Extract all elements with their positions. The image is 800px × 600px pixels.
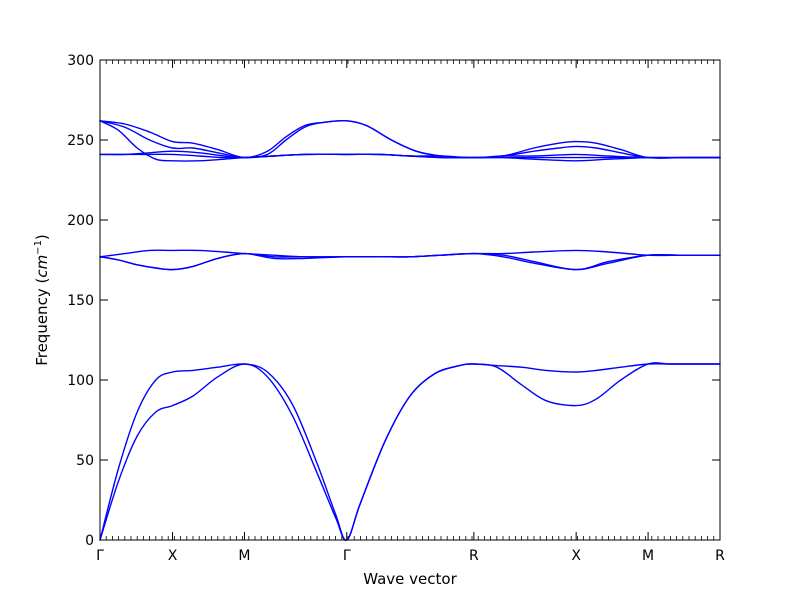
y-tick-label: 300 bbox=[67, 53, 94, 69]
band-lines bbox=[99, 119, 721, 541]
plot-background bbox=[100, 60, 720, 540]
y-tick-label: 100 bbox=[67, 373, 94, 389]
y-tick-label: 200 bbox=[67, 213, 94, 229]
x-tick-label: R bbox=[469, 548, 479, 564]
y-axis-title: Frequency (cm−1) bbox=[33, 234, 51, 366]
plot-frame bbox=[99, 59, 721, 541]
band-line-10 bbox=[99, 153, 721, 159]
x-tick-label: X bbox=[168, 548, 178, 564]
band-line-5 bbox=[99, 249, 721, 258]
x-tick-label: X bbox=[571, 548, 581, 564]
x-tick-label: M bbox=[642, 548, 654, 564]
x-tick-label: Γ bbox=[96, 548, 104, 564]
x-tick-label: M bbox=[238, 548, 250, 564]
y-tick-label: 50 bbox=[76, 453, 94, 469]
x-axis-title: Wave vector bbox=[363, 570, 457, 588]
y-tick-label: 0 bbox=[85, 533, 94, 549]
y-tick-labels: 0 50 100 150 200 250 300 bbox=[67, 53, 94, 549]
y-tick-label: 150 bbox=[67, 293, 94, 309]
band-line-2 bbox=[99, 363, 721, 541]
y-tick-label: 250 bbox=[67, 133, 94, 149]
x-tick-label: R bbox=[715, 548, 725, 564]
band-line-8 bbox=[99, 119, 721, 159]
x-tick-label: Γ bbox=[343, 548, 351, 564]
